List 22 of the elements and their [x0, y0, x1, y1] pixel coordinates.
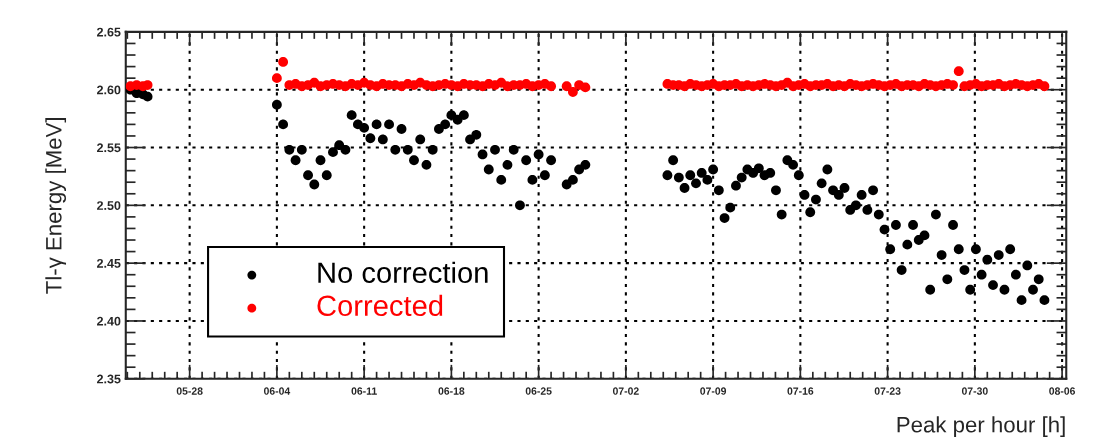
y-tick-label: 2.65 [97, 27, 121, 37]
y-axis-title: Tl-γ Energy [MeV] [45, 118, 67, 294]
x-tick-label: 07-16 [787, 387, 814, 395]
x-axis-title: Peak per hour [h] [897, 416, 1065, 437]
legend-label: Corrected [317, 294, 443, 317]
x-tick-label: 08-06 [1049, 387, 1076, 395]
legend-label: No correction [318, 261, 488, 284]
x-tick-label: 07-09 [700, 387, 727, 395]
x-tick-label: 06-11 [351, 387, 377, 395]
x-tick-label: 06-25 [525, 387, 552, 395]
y-tick-label: 2.60 [97, 85, 121, 95]
x-tick-label: 06-04 [263, 387, 291, 395]
x-tick-label: 07-30 [961, 387, 988, 395]
y-tick-label: 2.55 [97, 143, 121, 153]
x-tick-label: 07-02 [612, 387, 639, 395]
y-tick-label: 2.35 [97, 374, 121, 384]
y-tick-label: 2.50 [97, 201, 121, 210]
x-tick-label: 06-18 [438, 387, 465, 395]
x-tick-label: 07-23 [874, 387, 901, 395]
y-tick-label: 2.45 [97, 258, 121, 268]
y-tick-label: 2.40 [97, 316, 121, 326]
x-tick-label: 05-28 [176, 387, 203, 395]
